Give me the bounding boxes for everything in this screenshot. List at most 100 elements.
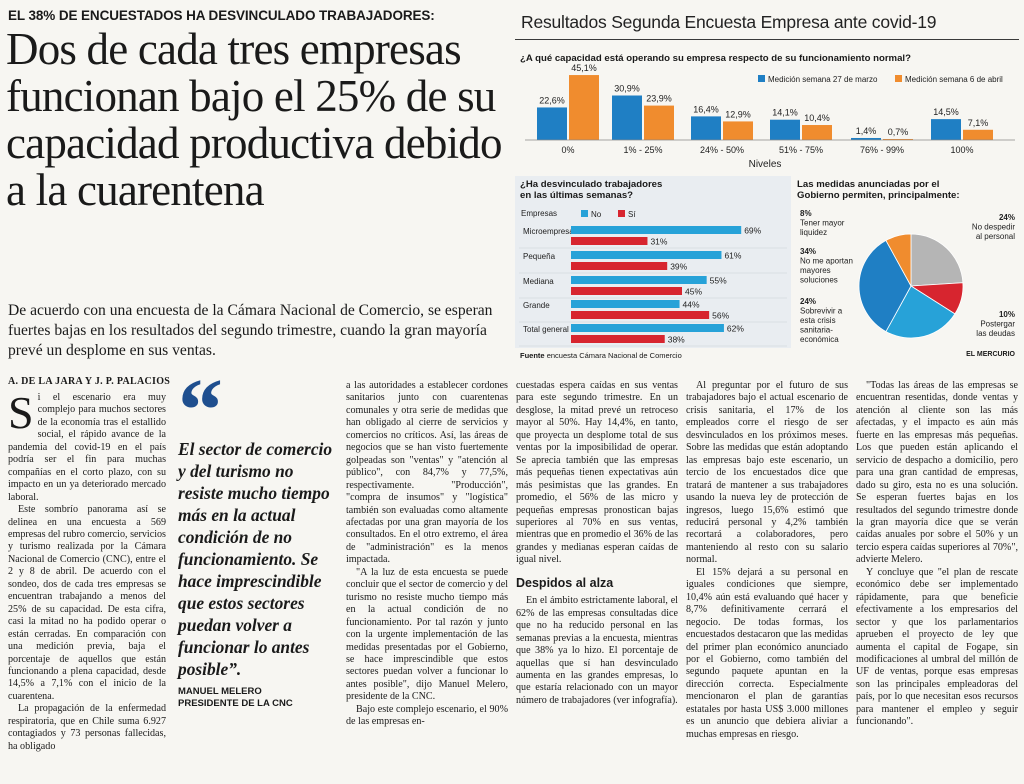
bar-value-label: 12,9% [725,109,751,119]
category-label: Total general [523,325,569,334]
bar-value-label: 23,9% [646,94,672,104]
pull-quote: “ El sector de comercio y del turismo no… [178,361,336,710]
slice-label: No despedir [972,223,1015,232]
slice-label: Tener mayor [800,219,845,228]
bar [571,251,722,259]
quote-author-role: PRESIDENTE DE LA CNC [178,698,293,709]
paragraph: i el escenario era muy complejo para muc… [8,392,166,503]
legend-label: Medición semana 27 de marzo [768,75,878,84]
slice-label: al personal [976,232,1015,241]
capacity-chart: ¿A qué capacidad está operando su empres… [515,50,1019,172]
slice-label: liquidez [800,228,827,237]
chart-title: Las medidas anunciadas por el [797,179,939,190]
source-label: Fuente [520,351,545,360]
paragraph: "A la luz de esta encuesta se puede conc… [346,566,508,703]
category-label: 51% - 75% [779,145,823,155]
chart-title: ¿Ha desvinculado trabajadores [520,179,662,190]
paragraph: Bajo este complejo escenario, el 90% de … [346,703,508,728]
category-label: 100% [950,145,973,155]
quote-text: El sector de comercio y del turismo no r… [178,439,333,679]
slice-value-label: 10% [999,310,1015,319]
slice-label: No me aportan [800,257,853,266]
slice-label: Sobrevivir a [800,307,843,316]
bar-value-label: 56% [712,311,729,321]
article-column-5: Al preguntar por el futuro de sus trabaj… [686,380,848,741]
chart-title: ¿A qué capacidad está operando su empres… [520,53,911,64]
bar [571,237,648,245]
kicker: EL 38% DE ENCUESTADOS HA DESVINCULADO TR… [8,8,435,23]
bar [569,75,599,140]
bar [612,95,642,140]
bar-value-label: 62% [727,324,744,334]
capacity-bar-chart: ¿A qué capacidad está operando su empres… [520,53,1015,170]
article-column-4: cuestadas espera caídas en sus ventas pa… [516,380,678,707]
byline: A. DE LA JARA Y J. P. PALACIOS [8,376,171,387]
paragraph: El 15% dejará a su personal en iguales c… [686,566,848,740]
bar [931,119,961,140]
legend-label: Medición semana 6 de abril [905,75,1003,84]
category-label: Mediana [523,277,554,286]
newspaper-logo: EL MERCURIO [966,351,1015,358]
category-label: 24% - 50% [700,145,744,155]
drop-cap: S [8,387,34,438]
category-label: Microempresa [523,227,574,236]
category-label: Grande [523,301,550,310]
legend-swatch [895,75,902,82]
bar-value-label: 10,4% [804,113,830,123]
bar-value-label: 61% [724,251,741,261]
bar-value-label: 39% [670,262,687,272]
quote-author-name: MANUEL MELERO [178,686,262,697]
slice-label: soluciones [800,276,838,285]
subhead: Despidos al alza [516,575,614,590]
bar [571,311,710,319]
article-column-3: a las autoridades a establecer cordones … [346,380,508,729]
bar [770,119,800,140]
quote-mark-icon: “ [178,361,223,460]
bar [571,335,665,343]
bar [883,138,913,140]
category-label: Pequeña [523,252,556,261]
bar-value-label: 45% [685,287,702,297]
measures-chart: Las medidas anunciadas por el Gobierno pe… [795,176,1019,348]
paragraph: "Todas las áreas de las empresas se encu… [856,380,1018,566]
bar-value-label: 55% [710,276,727,286]
bar [571,276,707,284]
bar-value-label: 1,4% [856,126,877,136]
infographic-title: Resultados Segunda Encuesta Empresa ante… [515,6,1019,40]
chart-title: Gobierno permiten, principalmente: [797,190,960,201]
chart-title: en las últimas semanas? [520,190,633,201]
article-column-6: "Todas las áreas de las empresas se encu… [856,380,1018,729]
bar [723,121,753,140]
bar-value-label: 14,5% [933,107,959,117]
slice-label: sanitaria- [800,326,833,335]
slice-label: esta crisis [800,316,836,325]
source-note: Fuente encuesta Cámara Nacional de Comer… [520,351,682,360]
slice-value-label: 34% [800,247,816,256]
bar [691,116,721,140]
paragraph: cuestadas espera caídas en sus ventas pa… [516,380,678,566]
bar-value-label: 14,1% [772,108,798,118]
category-label: 76% - 99% [860,145,904,155]
category-label: 1% - 25% [623,145,662,155]
bar [571,300,680,308]
paragraph: En el ámbito estrictamente laboral, el 6… [516,595,678,706]
bar-value-label: 69% [744,226,761,236]
bar [571,287,682,295]
bar-value-label: 44% [683,300,700,310]
paragraph: La propagación de la enfermedad respirat… [8,703,166,752]
legend-label: No [591,210,602,219]
pie-slice [910,233,964,287]
bar [571,324,724,332]
legend-label: Sí [628,210,636,219]
legend-swatch [581,210,588,217]
bar [851,137,881,140]
legend-swatch [758,75,765,82]
category-label: 0% [561,145,574,155]
bar-value-label: 22,6% [539,95,565,105]
pie-slice [885,285,956,339]
bar-value-label: 45,1% [571,63,597,73]
headline: Dos de cada tres empresas funcionan bajo… [6,24,502,215]
infographic: Resultados Segunda Encuesta Empresa ante… [515,6,1019,368]
x-axis-label: Niveles [749,159,782,170]
